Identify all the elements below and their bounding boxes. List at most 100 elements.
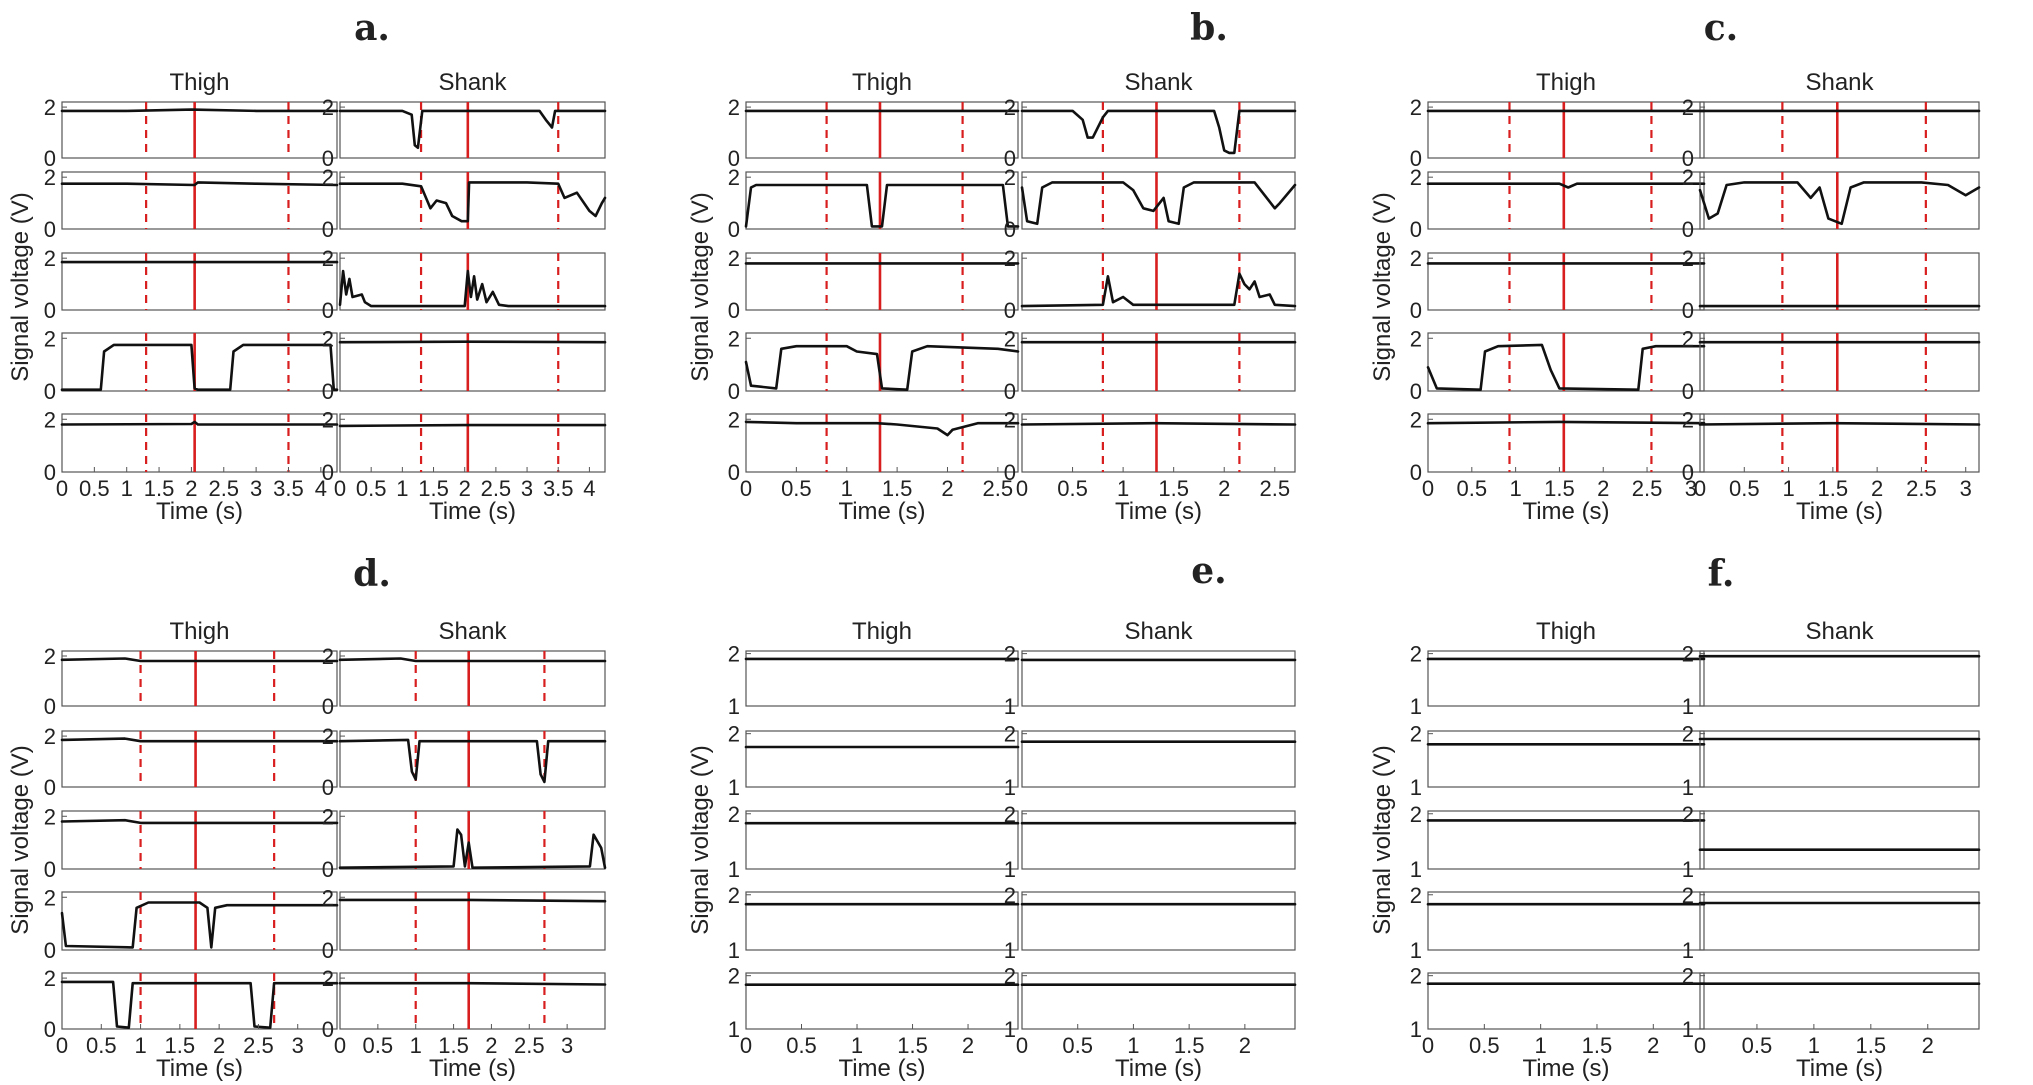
y-tick-label: 2 [728, 642, 740, 667]
plot-frame [745, 413, 1019, 473]
x-tick-label: 1.5 [1544, 476, 1575, 501]
plot-frame [339, 730, 606, 788]
y-tick-label: 2 [322, 246, 334, 271]
channel-plot: 02 [44, 885, 339, 963]
channel-plot: 02 [728, 165, 1020, 242]
channel-plot: 02 [1682, 246, 1981, 323]
x-tick-label: 2 [1871, 476, 1883, 501]
x-axis-label: Time (s) [838, 498, 925, 525]
y-tick-label: 0 [1682, 146, 1694, 171]
plot-frame [339, 101, 606, 159]
plot-frame [1427, 171, 1705, 230]
x-tick-label: 1.5 [1818, 476, 1849, 501]
y-tick-label: 0 [322, 146, 334, 171]
x-tick-label: 2.5 [1259, 476, 1290, 501]
channel-plot: 02 [1410, 326, 1706, 404]
panel-letter: b. [1190, 7, 1228, 49]
y-axis-label: Signal voltage (V) [1369, 745, 1396, 934]
x-tick-label: 0 [740, 1033, 752, 1058]
x-tick-label: 0 [1694, 1033, 1706, 1058]
channel-plot: 12 [1682, 642, 1981, 719]
x-axis-label: Time (s) [156, 1055, 243, 1082]
y-tick-label: 1 [1682, 938, 1694, 963]
x-tick-label: 2.5 [481, 476, 512, 501]
x-tick-label: 1.5 [438, 1033, 469, 1058]
plot-frame [1021, 252, 1296, 311]
channel-plot: 12 [1410, 802, 1706, 882]
plot-frame [61, 413, 338, 473]
signal-trace [60, 901, 339, 949]
y-tick-label: 2 [322, 885, 334, 910]
y-tick-label: 2 [1410, 407, 1422, 432]
y-tick-label: 2 [1682, 722, 1694, 747]
plot-frame [339, 650, 606, 707]
plot-frame [1699, 171, 1980, 230]
channel-plot: 12 [1682, 722, 1981, 800]
channel-plot: 12 [1410, 642, 1706, 719]
signal-trace [338, 981, 607, 986]
signal-trace [338, 657, 607, 663]
plot-frame [61, 730, 338, 788]
x-tick-label: 0 [334, 476, 346, 501]
y-tick-label: 0 [44, 775, 56, 800]
y-tick-label: 1 [1682, 694, 1694, 719]
y-tick-label: 2 [728, 722, 740, 747]
y-tick-label: 2 [322, 724, 334, 749]
channel-plot: 12 [1004, 642, 1297, 719]
y-tick-label: 2 [44, 165, 56, 190]
y-tick-label: 2 [322, 326, 334, 351]
panel-letter: e. [1191, 550, 1226, 592]
x-axis-label: Time (s) [156, 498, 243, 525]
y-tick-label: 0 [1004, 146, 1016, 171]
column-title: Shank [438, 618, 507, 645]
y-tick-label: 0 [44, 857, 56, 882]
x-tick-label: 3 [250, 476, 262, 501]
y-tick-label: 0 [728, 146, 740, 171]
x-tick-label: 2 [1922, 1033, 1934, 1058]
plot-frame [1427, 730, 1705, 788]
plot-frame [1427, 413, 1705, 473]
channel-plot: 0 2 0 0.5 1 1.5 2 2.5 3 [44, 966, 339, 1058]
y-tick-label: 1 [1410, 857, 1422, 882]
y-tick-label: 2 [1004, 722, 1016, 747]
plot-frame [1699, 252, 1980, 311]
x-tick-label: 1 [1808, 1033, 1820, 1058]
column-title: Thigh [852, 618, 912, 645]
y-tick-label: 2 [1004, 407, 1016, 432]
y-tick-label: 0 [1410, 379, 1422, 404]
y-tick-label: 0 [44, 694, 56, 719]
x-tick-label: 2.5 [514, 1033, 545, 1058]
y-tick-label: 0 [728, 217, 740, 242]
channel-plot: 02 [44, 95, 339, 171]
plot-frame [1427, 252, 1705, 311]
signal-trace [1020, 109, 1297, 155]
plot-frame [1427, 332, 1705, 392]
plot-frame [1699, 413, 1980, 473]
x-axis-label: Time (s) [1115, 1055, 1202, 1082]
plot-frame [61, 650, 338, 707]
plot-frame [1427, 891, 1705, 951]
y-tick-label: 0 [1410, 298, 1422, 323]
y-tick-label: 0 [1410, 217, 1422, 242]
signal-trace [1426, 182, 1706, 189]
signal-trace [60, 980, 339, 1029]
x-tick-label: 2.5 [243, 1033, 274, 1058]
y-tick-label: 2 [1004, 165, 1016, 190]
y-tick-label: 2 [728, 95, 740, 120]
y-axis-label: Signal voltage (V) [687, 192, 714, 381]
y-tick-label: 2 [1004, 802, 1016, 827]
signal-trace [60, 108, 339, 113]
y-tick-label: 2 [728, 246, 740, 271]
y-tick-label: 2 [1004, 883, 1016, 908]
y-tick-label: 1 [728, 775, 740, 800]
channel-plot: 02 [1410, 95, 1706, 171]
x-tick-label: 1.5 [897, 1033, 928, 1058]
signal-trace [338, 340, 607, 344]
y-tick-label: 1 [1004, 938, 1016, 963]
